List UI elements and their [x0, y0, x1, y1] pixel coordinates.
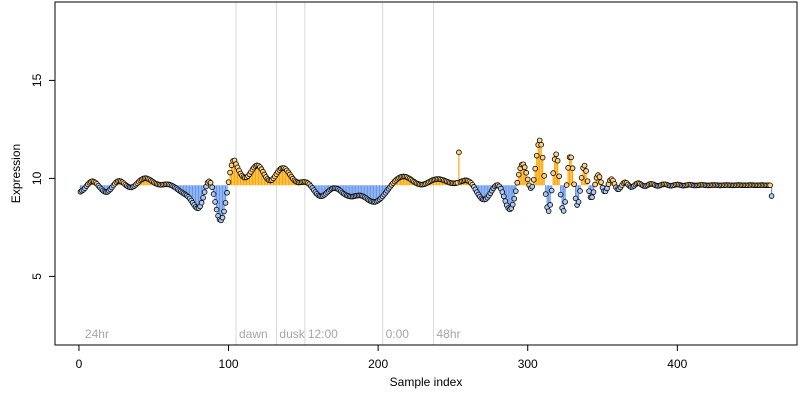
data-point	[590, 189, 597, 195]
data-point	[577, 188, 583, 194]
data-point	[514, 179, 521, 186]
y-tick-label: 15	[30, 73, 44, 87]
data-point	[563, 182, 570, 188]
data-point	[583, 168, 589, 174]
data-point	[219, 214, 226, 221]
data-point	[511, 195, 518, 202]
annotation-label: 12:00	[308, 327, 338, 341]
data-point	[209, 184, 215, 191]
data-point	[227, 169, 233, 176]
data-point	[550, 170, 556, 176]
x-tick-label: 300	[518, 357, 538, 371]
data-point	[500, 193, 507, 200]
data-point	[533, 152, 540, 159]
data-point	[212, 199, 218, 205]
x-tick-label: 400	[667, 357, 687, 371]
data-point	[541, 173, 547, 179]
data-point	[547, 202, 553, 208]
data-point	[210, 191, 217, 197]
data-point	[571, 181, 577, 188]
data-point	[578, 175, 585, 181]
x-axis: 0 100 200 300 400	[76, 344, 688, 371]
data-point	[548, 187, 555, 194]
data-point	[589, 194, 595, 201]
data-point	[596, 174, 603, 180]
data-point	[542, 191, 549, 197]
y-tick-label: 5	[30, 273, 44, 280]
data-point	[224, 189, 230, 196]
annotation-label: dusk	[279, 327, 305, 341]
data-point	[221, 208, 227, 215]
data-point	[569, 165, 576, 172]
data-point	[530, 176, 537, 183]
data-point	[198, 199, 205, 206]
data-point	[200, 195, 206, 201]
data-point	[592, 181, 598, 188]
data-point	[575, 199, 582, 205]
data-point	[523, 169, 530, 176]
annotation-label: 0:00	[386, 327, 410, 341]
data-point	[553, 151, 559, 158]
data-point	[556, 173, 562, 180]
plot-frame	[54, 1, 798, 346]
x-axis-title: Sample index	[390, 375, 463, 389]
data-point	[584, 178, 591, 184]
data-point	[554, 157, 561, 164]
data-point	[538, 141, 544, 148]
y-axis-title: Expression	[9, 144, 23, 203]
data-points	[77, 137, 775, 224]
data-point	[598, 179, 604, 185]
data-point	[562, 199, 568, 205]
data-point	[512, 188, 519, 194]
data-point	[557, 191, 564, 198]
data-point	[560, 208, 567, 214]
data-point	[568, 154, 574, 161]
y-axis: 5 10 15	[30, 73, 56, 280]
data-point	[521, 164, 528, 171]
data-point	[201, 189, 208, 195]
data-point	[545, 208, 552, 214]
data-point	[213, 206, 220, 213]
data-point	[529, 183, 536, 190]
annotation-label: 24hr	[85, 327, 109, 341]
data-point	[222, 200, 229, 206]
data-point	[572, 195, 579, 202]
x-tick-label: 200	[368, 357, 388, 371]
data-point	[524, 176, 531, 183]
data-point	[586, 188, 592, 194]
annotation-label: 48hr	[436, 327, 460, 341]
data-point	[207, 179, 214, 186]
annotation-label: dawn	[239, 327, 268, 341]
data-point	[565, 165, 571, 171]
data-point	[581, 162, 588, 169]
x-tick-label: 100	[219, 357, 239, 371]
x-tick-label: 0	[76, 357, 83, 371]
data-point	[515, 171, 522, 178]
annotation-labels: 24hr dawn dusk 12:00 0:00 48hr	[85, 327, 461, 341]
data-point	[532, 165, 539, 172]
data-point	[225, 179, 232, 185]
divider-lines	[235, 2, 434, 345]
data-point	[509, 201, 516, 208]
data-point	[539, 154, 546, 161]
y-tick-label: 10	[30, 171, 44, 185]
data-point	[768, 193, 775, 199]
data-point	[456, 149, 462, 156]
data-point	[767, 182, 773, 189]
